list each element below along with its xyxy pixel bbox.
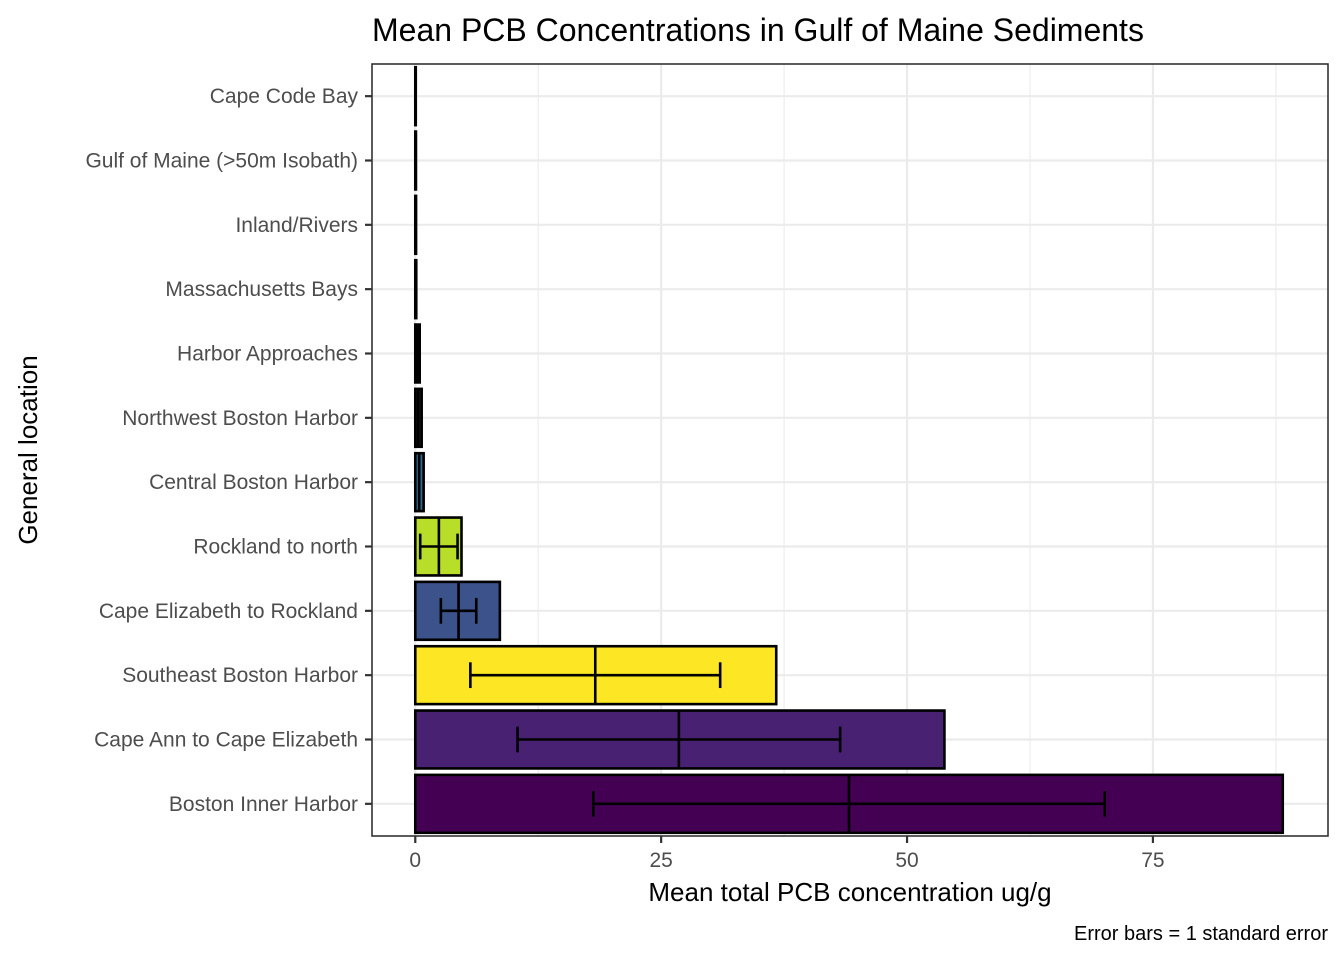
y-tick-label: Central Boston Harbor	[149, 471, 358, 494]
y-tick-label: Harbor Approaches	[177, 343, 358, 366]
y-tick-label: Northwest Boston Harbor	[122, 407, 358, 430]
plot-panel	[372, 64, 1328, 836]
y-tick-label: Cape Code Bay	[210, 85, 359, 108]
x-tick-label: 25	[649, 849, 672, 872]
y-tick-label: Gulf of Maine (>50m Isobath)	[85, 150, 358, 173]
x-tick-label: 0	[409, 849, 421, 872]
panel-border	[371, 63, 1329, 837]
chart-title: Mean PCB Concentrations in Gulf of Maine…	[372, 12, 1144, 48]
x-tick-label: 50	[895, 849, 918, 872]
x-axis: 0 25 50 75	[409, 836, 1165, 872]
y-axis: Cape Code Bay Gulf of Maine (>50m Isobath…	[85, 85, 372, 816]
y-tick-label: Massachusetts Bays	[165, 278, 358, 301]
y-tick-label: Southeast Boston Harbor	[122, 664, 358, 687]
x-tick-label: 75	[1141, 849, 1164, 872]
chart-caption: Error bars = 1 standard error	[1074, 923, 1328, 945]
error-bars	[414, 67, 1107, 833]
y-tick-label: Boston Inner Harbor	[169, 793, 358, 816]
y-tick-label: Cape Elizabeth to Rockland	[99, 600, 358, 623]
x-axis-title: Mean total PCB concentration ug/g	[648, 877, 1051, 907]
y-axis-title: General location	[13, 355, 43, 544]
y-tick-label: Rockland to north	[193, 536, 358, 559]
y-tick-label: Inland/Rivers	[235, 214, 358, 237]
y-tick-label: Cape Ann to Cape Elizabeth	[94, 729, 358, 752]
